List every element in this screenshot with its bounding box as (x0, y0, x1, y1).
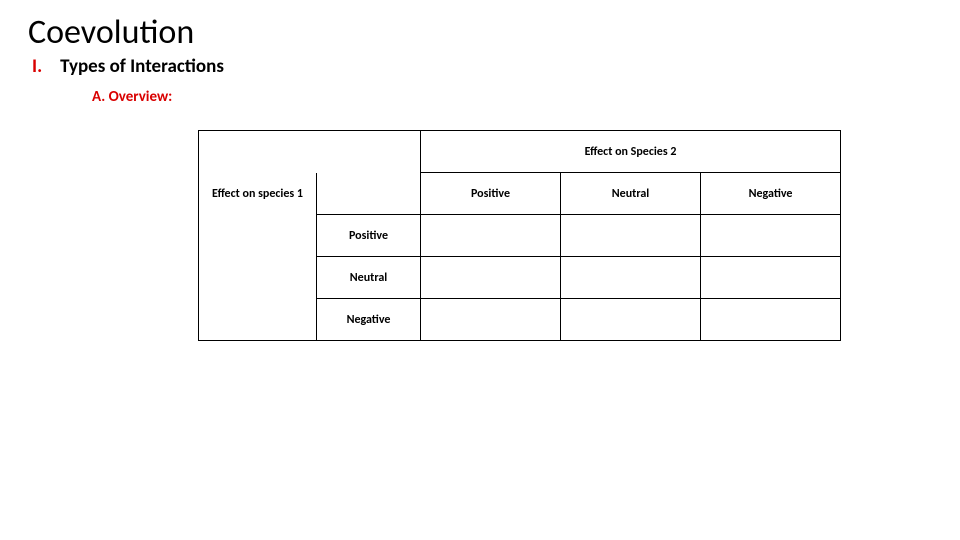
row-header: Negative (317, 299, 421, 341)
table-cell (701, 299, 841, 341)
table-cell-empty (199, 257, 317, 299)
col-header: Negative (701, 173, 841, 215)
table-cell-empty (317, 173, 421, 215)
table-cell-empty (199, 131, 317, 173)
outline-level-1: I. Types of Interactions (32, 55, 932, 78)
table: Effect on Species 2 Effect on species 1 … (198, 130, 841, 341)
table-row: Effect on Species 2 (199, 131, 841, 173)
table-cell (701, 257, 841, 299)
outline-level-2: A. Overview: (92, 88, 932, 106)
col-header: Neutral (561, 173, 701, 215)
slide: Coevolution I. Types of Interactions A. … (0, 0, 960, 540)
table-cell (421, 299, 561, 341)
table-cell (561, 299, 701, 341)
outline-number: I. (32, 55, 42, 78)
row-header: Positive (317, 215, 421, 257)
col-header: Positive (421, 173, 561, 215)
interactions-table: Effect on Species 2 Effect on species 1 … (198, 130, 838, 341)
table-cell (421, 215, 561, 257)
outline-heading: Types of Interactions (60, 55, 224, 78)
table-cell (701, 215, 841, 257)
table-row: Negative (199, 299, 841, 341)
table-cell-empty (199, 299, 317, 341)
row-group-header: Effect on species 1 (199, 173, 317, 215)
row-header: Neutral (317, 257, 421, 299)
table-row: Neutral (199, 257, 841, 299)
table-cell-empty (317, 131, 421, 173)
page-title: Coevolution (28, 14, 932, 51)
table-cell (421, 257, 561, 299)
col-group-header: Effect on Species 2 (421, 131, 841, 173)
table-row: Effect on species 1 Positive Neutral Neg… (199, 173, 841, 215)
table-cell (561, 215, 701, 257)
table-row: Positive (199, 215, 841, 257)
table-cell-empty (199, 215, 317, 257)
table-cell (561, 257, 701, 299)
